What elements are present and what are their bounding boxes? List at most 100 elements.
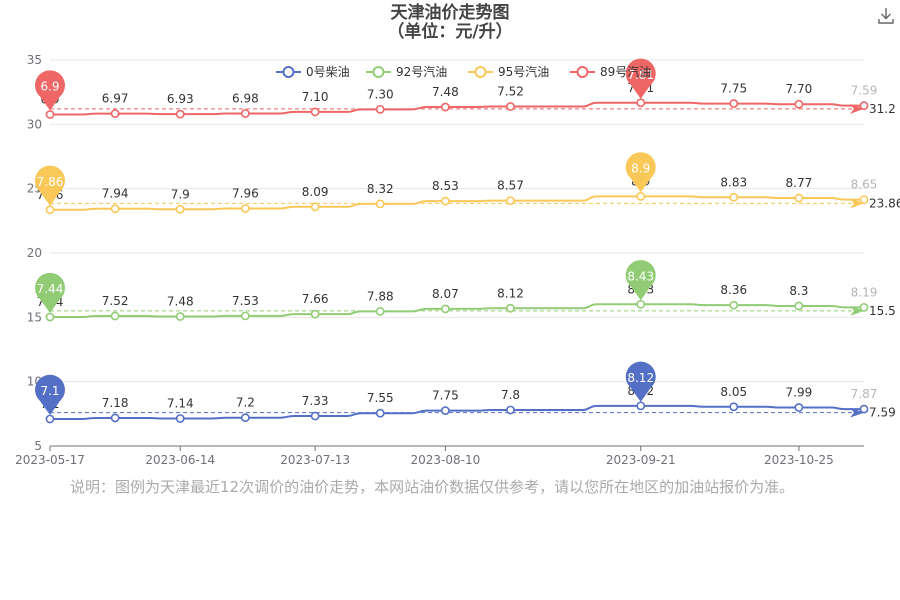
data-point: [175, 414, 185, 423]
data-label: 7.52: [102, 294, 129, 308]
legend-item-0[interactable]: 0号柴油: [276, 65, 350, 79]
legend-item-3[interactable]: 89号汽油: [570, 64, 651, 79]
chart-subtitle: （单位：元/升）: [387, 22, 513, 42]
series-1: 15.5 7.44 7.52 7.48 7.53 7.66 7.88 8.07 8.12 8.43…: [35, 260, 896, 322]
pin-shape: [35, 165, 65, 206]
data-point: [729, 402, 739, 412]
data-point: [45, 110, 55, 119]
data-point: [859, 302, 869, 312]
pin-label: 7.44: [37, 282, 64, 296]
data-label: 7.87: [851, 387, 878, 401]
data-label: 7.66: [302, 292, 329, 306]
data-point: [729, 99, 739, 108]
data-point: [636, 191, 646, 201]
pin-label: 8.43: [627, 269, 654, 283]
data-point: [729, 192, 739, 202]
data-point: [175, 109, 185, 119]
data-label: 6.97: [102, 92, 129, 106]
data-label: 6.98: [232, 91, 259, 105]
x-tick-label: 2023-05-17: [15, 453, 85, 467]
data-point: [506, 196, 515, 206]
legend-marker: [372, 66, 385, 78]
data-point: [794, 403, 804, 412]
data-point: [859, 404, 869, 414]
max-pin: 8.9: [625, 152, 656, 193]
y-tick-label: 15: [27, 310, 42, 324]
download-icon[interactable]: [876, 6, 896, 26]
legend-item-1[interactable]: 92号汽油: [366, 64, 447, 79]
data-label: 8.57: [497, 179, 524, 193]
chart-title-block: 天津油价走势图 （单位：元/升）: [0, 4, 900, 42]
data-point: [859, 195, 869, 205]
data-label: 8.77: [786, 176, 813, 190]
pin-shape: [35, 374, 65, 415]
data-point: [440, 102, 450, 112]
average-label: 31.2: [869, 102, 896, 116]
data-point: [440, 406, 450, 416]
series-line: [50, 404, 864, 420]
y-tick-label: 20: [27, 246, 42, 260]
data-point: [175, 312, 185, 321]
chart-title: 天津油价走势图: [390, 3, 510, 23]
legend-marker: [282, 66, 295, 78]
data-point: [794, 99, 804, 109]
data-point: [729, 300, 739, 310]
pin-label: 6.9: [40, 80, 59, 94]
data-point: [794, 301, 804, 311]
data-point: [636, 98, 646, 108]
pin-label: 7.86: [37, 175, 64, 189]
data-point: [45, 312, 55, 322]
x-tick-label: 2023-09-21: [606, 453, 676, 467]
data-point: [240, 413, 250, 423]
series-line: [50, 195, 864, 211]
average-arrow: [850, 103, 864, 114]
pin-label: 8.12: [627, 371, 654, 385]
data-label: 7.53: [232, 294, 259, 308]
data-point: [794, 193, 804, 203]
data-point: [175, 204, 185, 214]
x-tick-label: 2023-07-13: [280, 453, 350, 467]
data-point: [110, 109, 120, 119]
average-label: 23.86: [869, 196, 900, 210]
pin-label: 7.1: [40, 384, 59, 398]
data-label: 8.83: [720, 175, 747, 189]
data-label: 7.2: [236, 396, 255, 410]
pin-shape: [625, 58, 656, 99]
data-label: 8.05: [720, 385, 747, 399]
data-point: [240, 109, 250, 118]
series-line: [50, 101, 864, 116]
data-point: [375, 104, 385, 114]
data-point: [110, 204, 120, 214]
data-point: [506, 102, 515, 111]
series-2: 23.86 7.86 7.94 7.9 7.96 8.09 8.32 8.53 8.57 8.9 8…: [35, 152, 900, 215]
data-point: [310, 411, 320, 421]
max-pin: 8.43: [625, 260, 656, 301]
legend-item-2[interactable]: 95号汽油: [468, 64, 549, 79]
min-pin: 7.44: [35, 272, 65, 314]
average-arrow: [850, 198, 864, 209]
data-label: 6.93: [167, 92, 194, 106]
data-label: 8.19: [851, 285, 878, 299]
max-pin: 8.12: [625, 361, 656, 402]
legend-label: 89号汽油: [600, 64, 651, 79]
data-label: 7.75: [720, 82, 747, 96]
pin-label: 7.81: [627, 68, 654, 82]
average-arrow: [850, 407, 864, 418]
x-tick-label: 2023-08-10: [410, 453, 480, 467]
data-label: 7.48: [167, 294, 194, 308]
data-point: [506, 405, 515, 415]
data-point: [859, 101, 869, 111]
data-point: [506, 303, 515, 313]
min-pin: 7.86: [35, 165, 65, 206]
data-label: 7.30: [367, 87, 394, 101]
data-label: 7.99: [786, 386, 813, 400]
pin-shape: [625, 152, 656, 193]
data-label: 7.10: [302, 90, 329, 104]
series-0: 7.59 7.1 7.18 7.14 7.2 7.33 7.55 7.75 7.8 8.12 8.0…: [35, 361, 896, 424]
data-label: 8.53: [432, 179, 459, 193]
data-point: [240, 204, 250, 213]
legend-label: 0号柴油: [306, 65, 350, 79]
data-label: 7.14: [167, 396, 194, 410]
y-tick-label: 35: [27, 53, 42, 67]
